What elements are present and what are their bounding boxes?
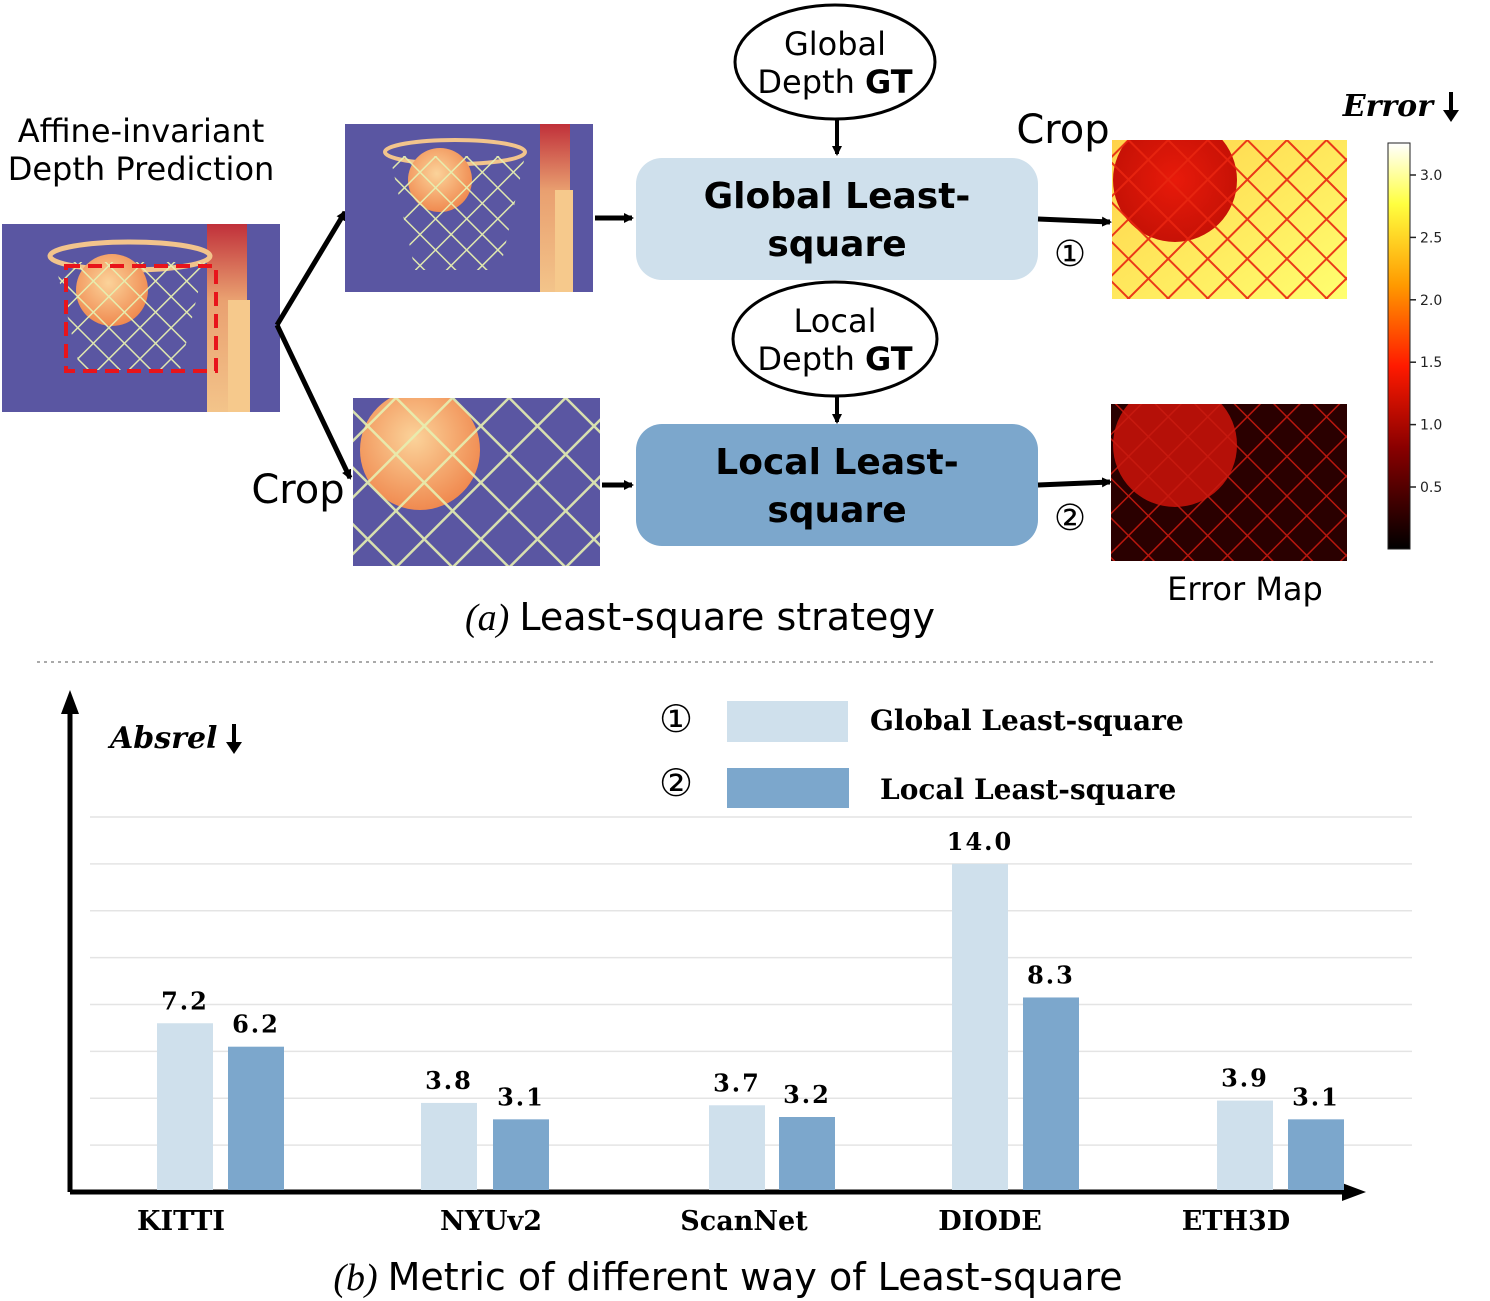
error-label: Error [1342,89,1435,124]
caption-a: (a) Least-square strategy [465,595,935,639]
caption-b: (b) Metric of different way of Least-squa… [333,1255,1122,1299]
legend-swatch-global [727,701,848,742]
error-map-label: Error Map [1167,570,1323,608]
crop-region [64,264,218,373]
branch-line-top [274,210,348,327]
legend-marker-1: ① [659,697,693,741]
caption-b-text: Metric of different way of Least-square [388,1255,1123,1299]
bar-value-label: 3.2 [783,1080,831,1109]
input-label-line2: Depth Prediction [8,150,275,188]
legend-swatch-local [727,768,849,808]
bar-value-label: 6.2 [232,1010,280,1039]
global-least-square-box: Global Least- square [636,158,1038,280]
crop-label-top: Crop [1016,107,1109,153]
colorbar-tick-label: 2.0 [1420,293,1442,309]
colorbar-tick-label: 1.0 [1420,418,1442,434]
chart-legend: ① Global Least-square ② Local Least-squa… [659,697,1184,808]
bar-value-label: 7.2 [161,986,209,1015]
global-gt-line1: Global [784,25,886,63]
caption-a-text: Least-square strategy [519,595,935,639]
absrel-down-arrow-icon [226,724,242,754]
legend-marker-2: ② [659,761,693,805]
legend-label-local: Local Least-square [880,773,1176,806]
global-error-map [1112,140,1347,299]
bar-value-label: 3.8 [425,1066,473,1095]
category-label: DIODE [938,1206,1042,1237]
error-down-arrow-icon [1443,92,1459,122]
bar-global [1217,1100,1273,1190]
marker-1: ① [1054,234,1086,275]
absrel-bar-chart: 7.2 6.2 KITTI 3.8 3.1 NYUv2 3.7 3.2 ScanNet 14.0 8… [61,690,1412,1237]
global-gt-line2-prefix: Depth [757,63,865,101]
bar-value-label: 14.0 [947,827,1013,856]
input-depth-image [2,224,280,412]
caption-b-letter: (b) [333,1257,377,1299]
colorbar [1387,142,1411,550]
bar-local [1288,1119,1344,1190]
x-axis-arrowhead [1342,1183,1366,1201]
branch-line-bottom [274,323,353,480]
caption-a-letter: (a) [465,597,509,639]
category-label: KITTI [137,1206,225,1237]
local-least-square-box: Local Least- square [636,424,1038,546]
bar-global [157,1023,213,1190]
arrow-global-to-error [1037,216,1112,227]
colorbar-tick-label: 2.5 [1420,230,1442,246]
global-gt-node: Global Depth GT [733,3,937,121]
global-gt-line2: Depth GT [757,63,912,101]
local-gt-line2-bold: GT [865,340,913,378]
bar-value-label: 3.1 [497,1082,545,1111]
chart-ylabel: Absrel [107,721,217,756]
local-gt-line2-prefix: Depth [757,340,865,378]
global-box-line2: square [767,224,906,265]
local-depth-image [353,398,600,566]
colorbar-tick-label: 1.5 [1420,355,1442,371]
global-depth-image [345,124,593,292]
bar-global [952,863,1008,1190]
local-box-line1: Local Least- [715,442,958,483]
crop-label-bottom: Crop [251,467,344,513]
local-gt-line1: Local [794,302,877,340]
local-error-map [1111,404,1347,561]
y-axis-arrowhead [61,690,79,714]
bar-local [1023,997,1079,1190]
bar-global [709,1105,765,1190]
colorbar-ticks: 3.0 2.5 2.0 1.5 1.0 0.5 [1410,168,1442,496]
local-gt-line2: Depth GT [757,340,912,378]
local-box-line2: square [767,490,906,531]
category-label: NYUv2 [440,1206,542,1237]
arrow-local-to-error [1037,477,1112,488]
bar-global [421,1102,477,1190]
global-box-line1: Global Least- [704,176,971,217]
bar-local [779,1117,835,1190]
local-gt-node: Local Depth GT [731,280,939,398]
bar-local [493,1119,549,1190]
colorbar-tick-label: 3.0 [1420,168,1442,184]
global-gt-line2-bold: GT [865,63,913,101]
marker-2: ② [1054,498,1086,539]
bar-value-label: 8.3 [1027,960,1075,989]
colorbar-tick-label: 0.5 [1420,480,1442,496]
bar-value-label: 3.7 [713,1068,761,1097]
legend-label-global: Global Least-square [870,704,1184,737]
bar-local [228,1046,284,1190]
category-label: ETH3D [1182,1206,1290,1237]
bar-value-label: 3.9 [1221,1064,1269,1093]
input-label-line1: Affine-invariant [18,112,265,150]
bar-value-label: 3.1 [1292,1082,1340,1111]
category-label: ScanNet [680,1206,808,1237]
